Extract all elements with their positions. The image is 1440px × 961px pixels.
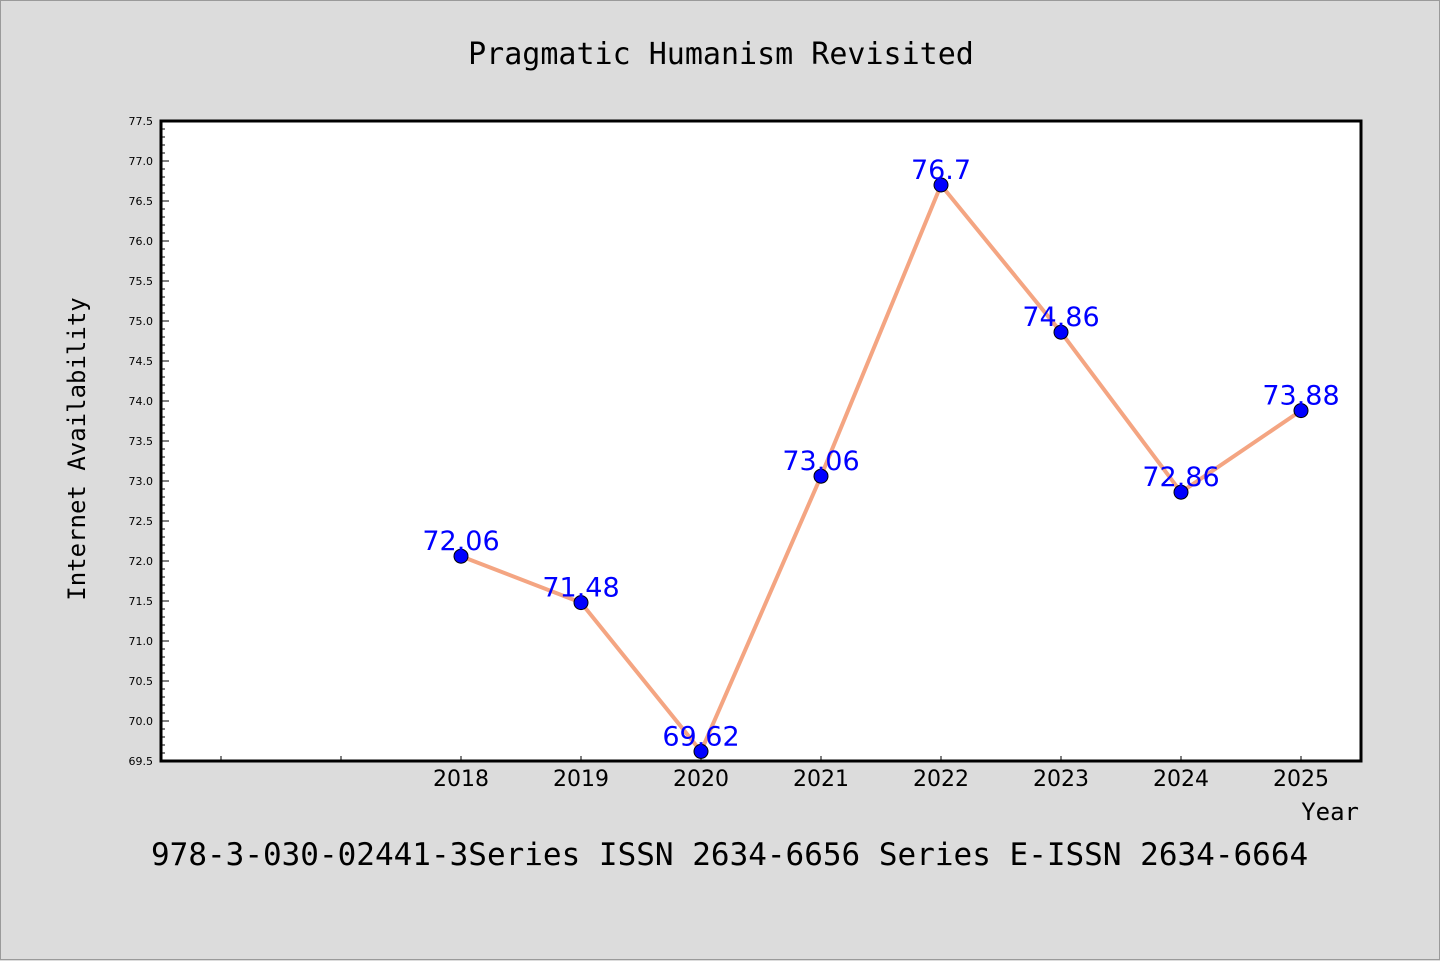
data-label-2019: 71.48	[542, 573, 619, 604]
data-label-2024: 72.86	[1142, 462, 1219, 493]
y-tick-label: 74.0	[129, 395, 154, 408]
data-point-2025	[1293, 403, 1309, 419]
y-tick-label: 74.5	[129, 355, 154, 368]
series-line-group	[460, 183, 1303, 754]
y-tick-label: 75.5	[129, 275, 154, 288]
y-tick-label: 75.0	[129, 315, 154, 328]
y-tick-label: 76.5	[129, 195, 154, 208]
y-tick-label: 69.5	[129, 755, 154, 768]
x-tick-label: 2023	[1033, 767, 1089, 792]
data-point-2019	[573, 595, 589, 611]
chart-title: Pragmatic Humanism Revisited	[468, 37, 974, 72]
series-line	[460, 183, 1303, 754]
x-axis-label: Year	[1301, 798, 1359, 826]
data-point-2024	[1173, 484, 1189, 500]
y-tick-label: 72.0	[129, 555, 154, 568]
data-point-2023	[1053, 324, 1069, 340]
y-tick-label: 73.0	[129, 475, 154, 488]
y-tick-label: 77.0	[129, 155, 154, 168]
y-tick-label: 76.0	[129, 235, 154, 248]
y-tick-label: 71.0	[129, 635, 154, 648]
data-point-2022	[933, 177, 949, 193]
data-point-2018	[453, 548, 469, 564]
x-tick-label: 2025	[1273, 767, 1329, 792]
data-label-2020: 69.62	[662, 721, 739, 752]
x-axis-ticks: 2018 2019 2020 2021 2022 2023 2024 2025	[220, 756, 1329, 792]
y-tick-label: 70.0	[129, 715, 154, 728]
x-tick-label: 2022	[913, 767, 969, 792]
data-label-2023: 74.86	[1022, 302, 1099, 333]
isbn-caption: 978-3-030-02441-3Series ISSN 2634-6656 S…	[151, 837, 1308, 873]
x-tick-label: 2018	[433, 767, 489, 792]
data-label-2022: 76.7	[911, 155, 971, 186]
y-tick-label: 77.5	[129, 115, 154, 128]
x-tick-label: 2024	[1153, 767, 1209, 792]
x-tick-label: 2019	[553, 767, 609, 792]
plot-area	[161, 121, 1361, 761]
y-tick-label: 71.5	[129, 595, 154, 608]
x-tick-label: 2021	[793, 767, 849, 792]
data-label-2021: 73.06	[782, 446, 859, 477]
plot-border	[159, 119, 1363, 763]
y-tick-label: 72.5	[129, 515, 154, 528]
data-labels: 72.06 71.48 69.62 73.06 76.7 74.86 72.86 73.88	[422, 155, 1339, 752]
y-axis-label: Internet Availability	[63, 297, 91, 600]
data-label-2025: 73.88	[1262, 381, 1339, 412]
data-label-2018: 72.06	[422, 526, 499, 557]
data-point-2021	[813, 468, 829, 484]
y-tick-label: 73.5	[129, 435, 154, 448]
x-tick-label: 2020	[673, 767, 729, 792]
data-markers	[453, 177, 1309, 759]
data-point-2020	[693, 743, 709, 759]
y-tick-label: 70.5	[129, 675, 154, 688]
